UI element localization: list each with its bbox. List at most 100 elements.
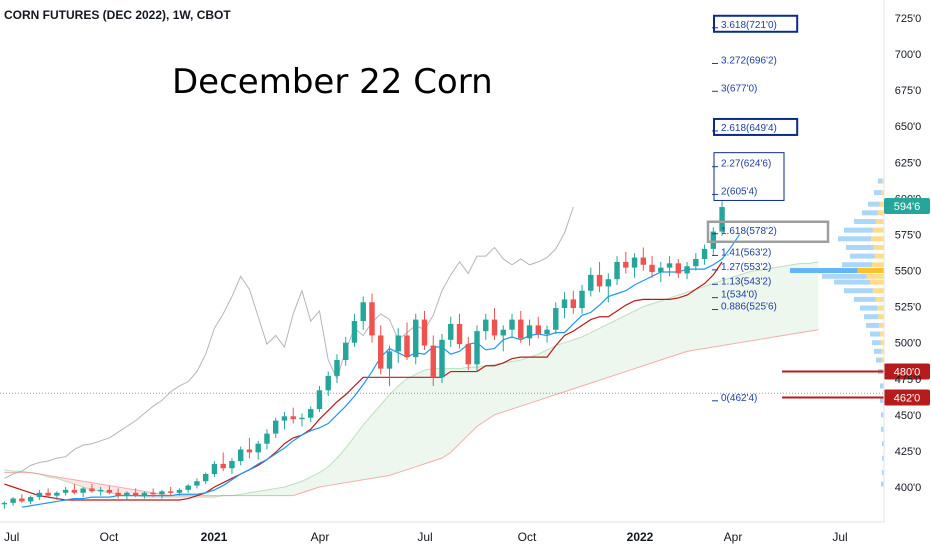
volume-bar-overlay bbox=[881, 190, 884, 196]
cloud-segment bbox=[275, 487, 285, 496]
cloud-segment bbox=[389, 385, 399, 476]
volume-bar-overlay bbox=[882, 397, 884, 403]
y-tick-label: 625'0 bbox=[895, 157, 922, 169]
cloud-layer bbox=[4, 261, 819, 498]
cloud-segment bbox=[433, 368, 442, 462]
horizontal-lines: 480'0 462'0 bbox=[782, 363, 930, 406]
fib-levels: 0(462'4) 0.886(525'6)1(534'0) 1.13(543'2) 1… bbox=[706, 14, 830, 404]
cloud-segment bbox=[582, 332, 591, 386]
candle-body bbox=[159, 491, 165, 495]
candle-body bbox=[229, 461, 235, 469]
cloud-segment bbox=[792, 263, 801, 335]
cloud-segment bbox=[293, 481, 302, 496]
volume-bar bbox=[872, 340, 881, 346]
volume-bar bbox=[864, 314, 879, 320]
cloud-segment bbox=[371, 404, 381, 479]
volume-bar bbox=[850, 253, 875, 259]
volume-bar bbox=[876, 357, 882, 363]
cloud-segment bbox=[363, 414, 372, 480]
candle-body bbox=[325, 375, 331, 391]
candle-body bbox=[509, 319, 515, 330]
candle-body bbox=[684, 266, 690, 274]
fib-label: 1.13(543'2) bbox=[721, 276, 771, 287]
cloud-segment bbox=[538, 349, 548, 401]
candle-body bbox=[272, 420, 279, 434]
x-tick-label: Jul bbox=[417, 530, 432, 544]
cloud-segment bbox=[65, 478, 75, 485]
volume-bar bbox=[862, 210, 878, 216]
cloud-segment bbox=[512, 360, 521, 410]
y-tick-label: 450'0 bbox=[895, 410, 922, 422]
cloud-segment bbox=[83, 481, 92, 490]
candle-body bbox=[36, 492, 43, 498]
volume-bar bbox=[844, 227, 873, 233]
volume-bar bbox=[881, 481, 884, 487]
volume-bar-overlay bbox=[882, 178, 884, 184]
candle-body bbox=[439, 339, 445, 378]
fib-label: 1(534'0) bbox=[721, 290, 757, 301]
candle-body bbox=[10, 498, 16, 503]
candle-body bbox=[211, 463, 218, 475]
cloud-segment bbox=[494, 362, 504, 415]
candle-body bbox=[378, 335, 384, 369]
volume-bar-overlay bbox=[877, 305, 884, 311]
candle-body bbox=[675, 263, 682, 274]
cloud-segment bbox=[739, 271, 749, 343]
y-tick-label: 650'0 bbox=[895, 121, 922, 133]
candle-body bbox=[544, 329, 550, 335]
cloud-segment bbox=[783, 264, 793, 336]
cloud-segment bbox=[231, 494, 241, 496]
y-tick-label: 675'0 bbox=[895, 85, 922, 97]
cloud-segment bbox=[179, 495, 189, 498]
cloud-segment bbox=[398, 378, 407, 473]
x-tick-label: 2021 bbox=[201, 530, 228, 544]
candle-body bbox=[448, 323, 454, 340]
cloud-segment bbox=[748, 270, 758, 342]
candle-body bbox=[526, 325, 533, 339]
volume-bar bbox=[854, 296, 876, 302]
candle-body bbox=[45, 492, 51, 496]
candle-body bbox=[535, 325, 541, 335]
cloud-segment bbox=[599, 323, 609, 381]
cloud-segment bbox=[520, 357, 530, 407]
fib-label: 1.27(553'2) bbox=[721, 262, 771, 273]
cloud-segment bbox=[765, 267, 775, 339]
horizontal-line-label: 480'0 bbox=[894, 367, 921, 379]
y-tick-label: 400'0 bbox=[895, 482, 922, 494]
candles-layer bbox=[1, 201, 725, 509]
fib-label: 3.272(696'2) bbox=[721, 55, 777, 66]
candle-body bbox=[360, 302, 366, 322]
chart-annotation-title: December 22 Corn bbox=[172, 62, 493, 102]
y-tick-label: 700'0 bbox=[895, 49, 922, 61]
volume-bar bbox=[882, 470, 884, 476]
cloud-segment bbox=[608, 319, 618, 378]
symbol-header: CORN FUTURES (DEC 2022), 1W, CBOT bbox=[4, 8, 231, 22]
volume-bar-overlay bbox=[866, 273, 884, 279]
x-tick-label: Jul bbox=[832, 530, 847, 544]
candle-body bbox=[202, 474, 209, 482]
cloud-segment bbox=[660, 297, 670, 361]
volume-bar-overlay bbox=[877, 210, 884, 216]
candle-body bbox=[579, 290, 585, 309]
lagging-span-line bbox=[4, 206, 574, 479]
candle-body bbox=[631, 257, 638, 268]
candle-body bbox=[27, 497, 34, 502]
candle-body bbox=[176, 489, 183, 493]
candle-body bbox=[658, 267, 664, 272]
cloud-segment bbox=[547, 345, 556, 398]
candle-body bbox=[719, 207, 725, 232]
candle-body bbox=[386, 351, 393, 369]
volume-bar bbox=[868, 201, 880, 207]
volume-bar bbox=[854, 218, 876, 224]
candle-body bbox=[395, 335, 401, 352]
fib-label: 2(605'4) bbox=[721, 186, 757, 197]
current-price-tag bbox=[884, 197, 930, 214]
candle-body bbox=[255, 443, 261, 453]
volume-bar-overlay bbox=[872, 262, 884, 268]
cloud-segment bbox=[310, 472, 320, 490]
candle-body bbox=[666, 263, 673, 268]
candle-body bbox=[316, 390, 323, 410]
cloud-segment bbox=[678, 292, 688, 355]
